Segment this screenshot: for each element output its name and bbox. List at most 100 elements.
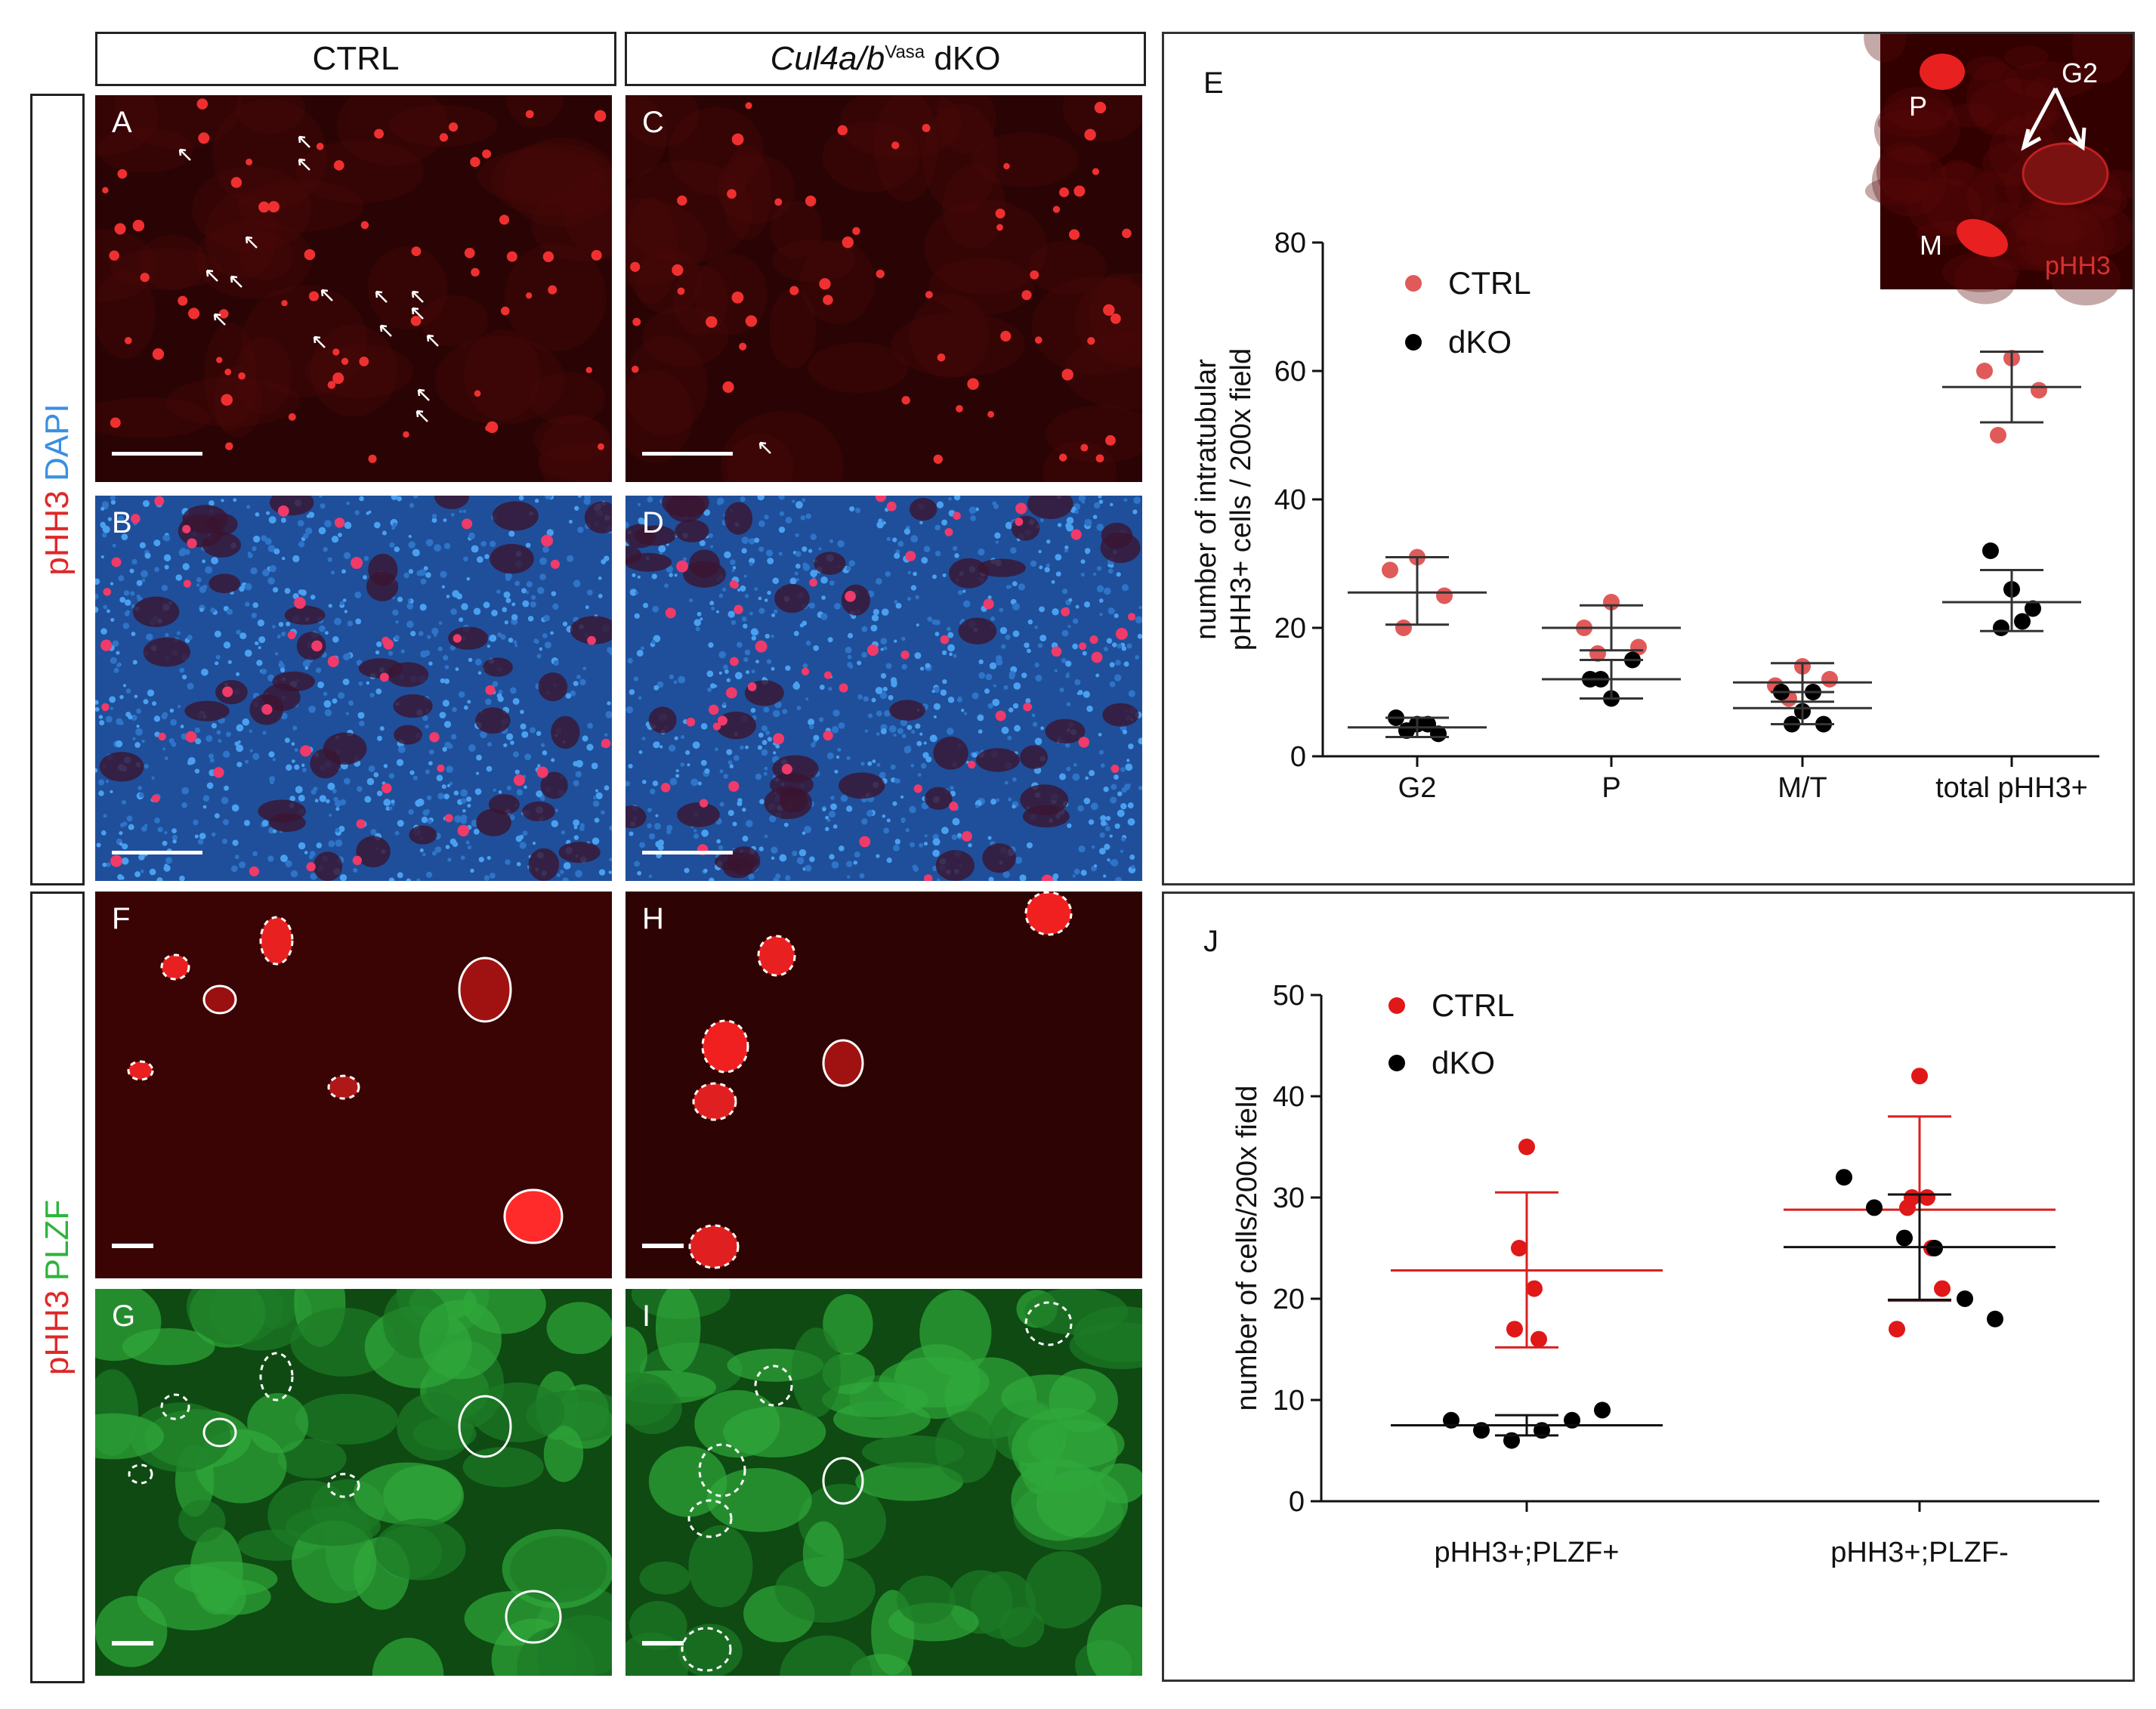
dapi-nucleus [249,729,252,733]
dapi-nucleus [269,564,276,573]
dapi-nucleus [165,632,169,638]
dapi-nucleus [562,877,569,881]
dapi-nucleus [999,607,1004,613]
phh3-positive-cell [110,417,121,428]
dapi-nucleus [641,780,647,784]
dapi-nucleus [846,805,853,812]
dapi-nucleus [280,663,286,669]
dapi-nucleus [551,820,559,828]
dapi-nucleus [1034,626,1038,629]
dapi-nucleus [206,782,214,790]
dapi-nucleus [335,839,343,847]
tissue-blob [669,107,764,196]
dapi-nucleus [530,727,536,734]
inset-tissue [1981,142,2032,187]
dapi-nucleus [269,776,276,783]
dapi-nucleus [847,875,851,879]
dapi-nucleus [103,604,107,610]
dapi-nucleus [536,654,542,659]
phh3-positive-cell [722,381,734,394]
dapi-nucleus [468,744,476,752]
phh3-positive-cell [444,814,453,823]
dapi-nucleus [484,554,490,559]
dapi-nucleus [897,728,903,734]
dashed-cell-outline [259,916,294,966]
dapi-nucleus [919,842,924,848]
chart-e-panel-letter: E [1203,66,1224,100]
dapi-nucleus [209,758,215,763]
dapi-nucleus [139,792,144,798]
dapi-nucleus [890,764,896,770]
dapi-nucleus [573,835,579,840]
inset-cell-p [1920,54,1965,90]
tissue-blob [539,414,612,482]
dapi-nucleus [366,681,370,685]
dapi-nucleus [375,650,380,655]
dapi-nucleus [423,566,428,571]
dapi-nucleus [153,715,161,722]
dapi-nucleus [669,569,673,573]
dapi-nucleus [837,747,842,753]
panel-i-image [625,1289,1142,1676]
dapi-nucleus [1046,539,1051,544]
panel-c-micrograph: C [625,95,1142,482]
phh3-positive-cell [632,365,639,373]
dapi-nucleus [128,824,134,830]
tissue-blob [772,239,856,283]
dapi-nucleus [323,546,329,552]
plzf-signal [186,1289,283,1345]
dapi-nucleus [1100,814,1107,822]
inset-tissue [1864,177,1932,206]
dapi-nucleus [100,830,107,836]
dapi-nucleus [355,618,362,625]
dapi-nucleus [714,685,718,688]
tubule-lumen [184,700,230,722]
dapi-nucleus [703,868,708,873]
dapi-nucleus [420,650,428,658]
tissue-blob [625,370,693,462]
dapi-nucleus [222,750,230,759]
dapi-nucleus [328,840,335,848]
dapi-nucleus [639,842,646,848]
phh3-positive-cell [601,738,611,749]
dapi-nucleus [443,654,449,661]
dapi-nucleus [978,659,984,665]
dapi-nucleus [427,635,431,639]
phh3-positive-cell [216,357,223,363]
panel-b-image [95,496,612,881]
dapi-nucleus [731,620,737,626]
dapi-nucleus [731,569,735,573]
dapi-nucleus [480,731,487,739]
dapi-nucleus [594,817,600,823]
dapi-nucleus [1003,685,1009,690]
dapi-nucleus [1093,502,1101,509]
dapi-nucleus [339,873,347,881]
plzf-signal [295,1393,398,1445]
dapi-nucleus [771,846,778,854]
inset-arrow-right [2053,87,2087,151]
dapi-nucleus [920,762,927,769]
dapi-nucleus [652,780,659,787]
dapi-nucleus [708,642,714,648]
dapi-nucleus [653,685,659,691]
plzf-signal [372,1637,444,1676]
dapi-nucleus [294,764,300,771]
dapi-nucleus [141,826,147,832]
tissue-blob [874,95,938,202]
dapi-nucleus [680,762,684,767]
dapi-nucleus [498,790,502,794]
dashed-cell-outline [688,1224,740,1269]
dapi-nucleus [298,794,305,802]
dapi-nucleus [332,788,337,794]
dapi-nucleus [810,570,817,577]
dapi-nucleus [301,763,305,768]
dapi-nucleus [110,657,117,664]
dapi-nucleus [521,588,527,594]
column-header-dko-text: Cul4a/bVasa dKO [771,40,1001,78]
dapi-nucleus [829,854,835,860]
dapi-nucleus [252,545,257,552]
dapi-nucleus [746,670,750,675]
dapi-nucleus [947,626,951,632]
dapi-nucleus [338,533,342,537]
